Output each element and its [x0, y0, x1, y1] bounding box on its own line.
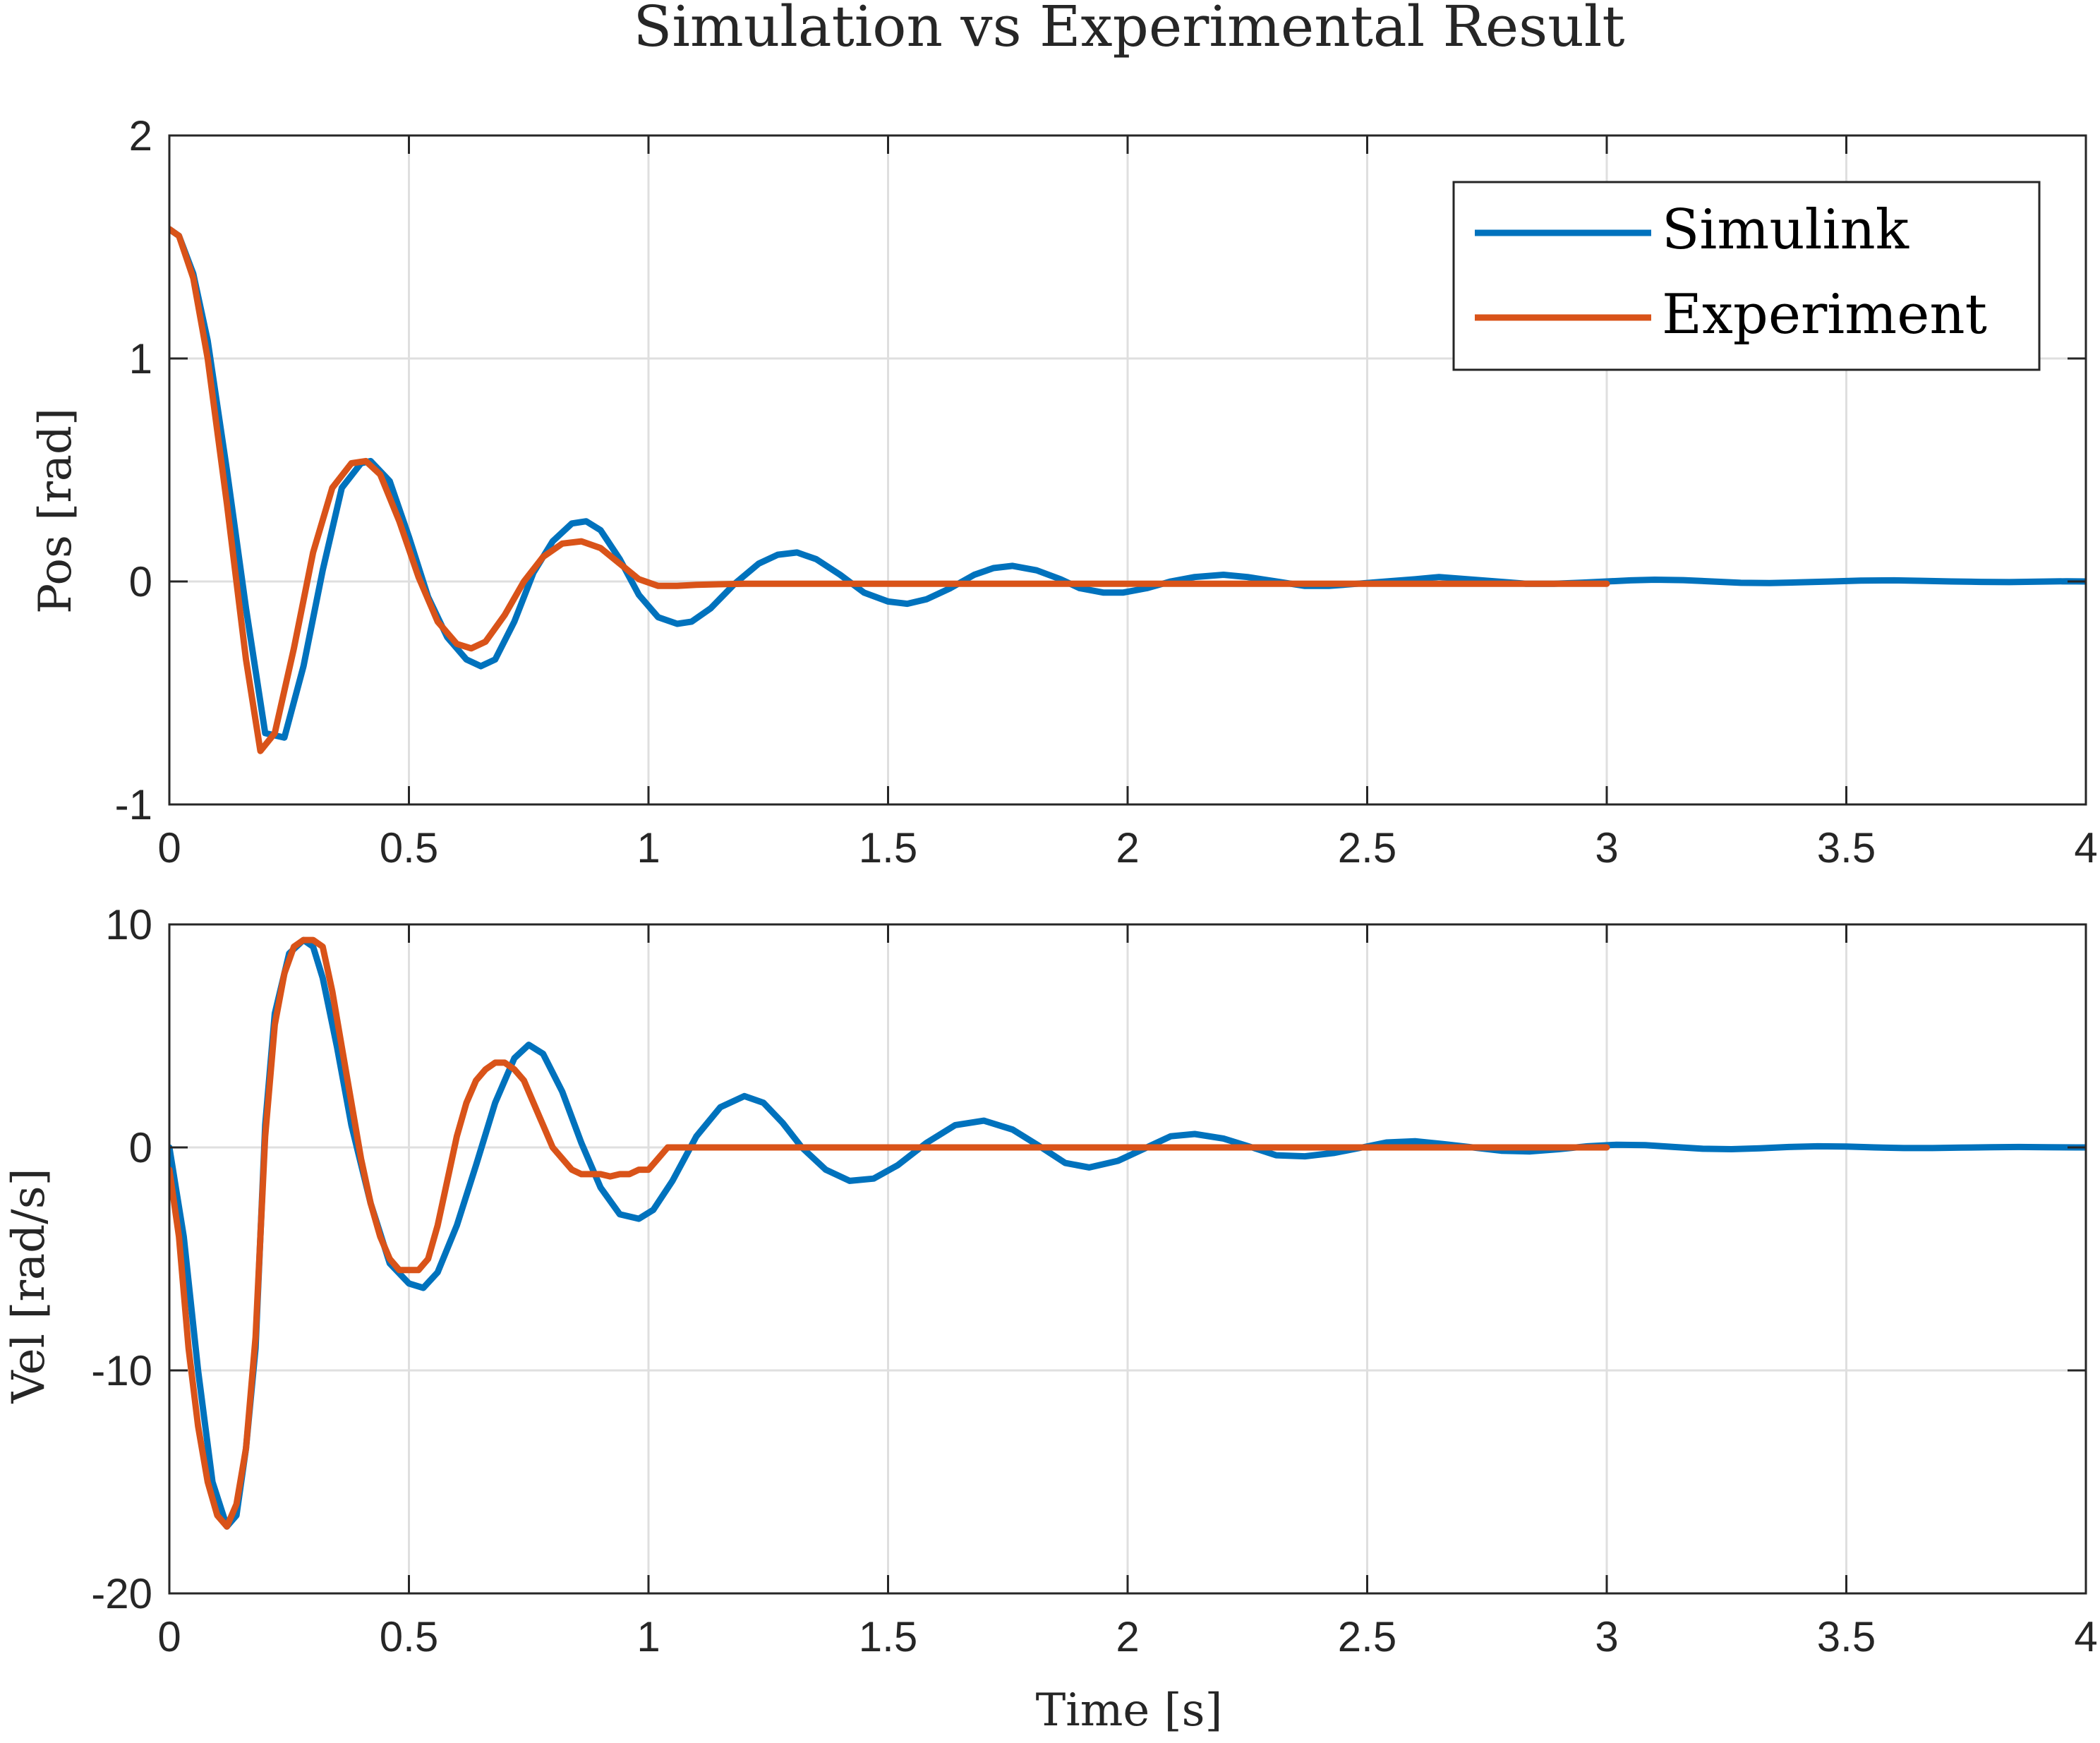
velocity-x-tick-label: 2 — [1116, 1613, 1139, 1660]
velocity-x-tick-label: 3 — [1595, 1613, 1618, 1660]
position-y-tick-label: -1 — [115, 781, 152, 828]
velocity-series-simulink — [169, 936, 2086, 1530]
velocity-x-tick-label: 2.5 — [1338, 1613, 1396, 1660]
position-y-tick-label: 0 — [129, 558, 152, 605]
velocity-x-tick-label: 4 — [2074, 1613, 2097, 1660]
position-x-tick-label: 2 — [1116, 824, 1139, 872]
position-x-tick-label: 4 — [2074, 824, 2097, 872]
position-y-tick-label: 2 — [129, 112, 152, 159]
velocity-subplot: 0 0.5 1 1.5 2 2.5 3 3.5 4 -20 -10 0 10 — [91, 901, 2097, 1660]
position-x-tick-label: 3 — [1595, 824, 1618, 872]
legend-label-simulink: Simulink — [1662, 198, 1909, 262]
position-x-tick-label: 0.5 — [380, 824, 438, 872]
position-y-tick-label: 1 — [129, 335, 152, 382]
velocity-x-tick-label: 0.5 — [380, 1613, 438, 1660]
legend-box — [1452, 181, 2041, 371]
velocity-y-tick-label: 0 — [129, 1124, 152, 1171]
velocity-y-axis-label: Vel [rad/s] — [3, 1168, 55, 1404]
velocity-y-tick-label: -20 — [91, 1570, 152, 1617]
position-x-tick-label: 2.5 — [1338, 824, 1396, 872]
velocity-x-tick-label: 1 — [636, 1613, 660, 1660]
velocity-x-tick-label: 3.5 — [1817, 1613, 1876, 1660]
velocity-y-tick-label: 10 — [105, 901, 152, 948]
x-axis-label: Time [s] — [1036, 1684, 1223, 1737]
position-x-tick-label: 0 — [157, 824, 181, 872]
velocity-series-experiment — [169, 936, 1610, 1530]
legend: Simulink Experiment — [1452, 181, 2041, 371]
velocity-y-tick-label: -10 — [91, 1347, 152, 1394]
velocity-x-tick-label: 1.5 — [859, 1613, 917, 1660]
position-series-experiment — [169, 226, 1610, 754]
chart-title: Simulation vs Experimental Result — [634, 0, 1625, 59]
legend-label-experiment: Experiment — [1662, 283, 1987, 346]
position-x-tick-label: 1.5 — [859, 824, 917, 872]
position-x-tick-label: 3.5 — [1817, 824, 1876, 872]
position-x-tick-label: 1 — [636, 824, 660, 872]
velocity-x-tick-label: 0 — [157, 1613, 181, 1660]
position-y-axis-label: Pos [rad] — [30, 408, 82, 614]
